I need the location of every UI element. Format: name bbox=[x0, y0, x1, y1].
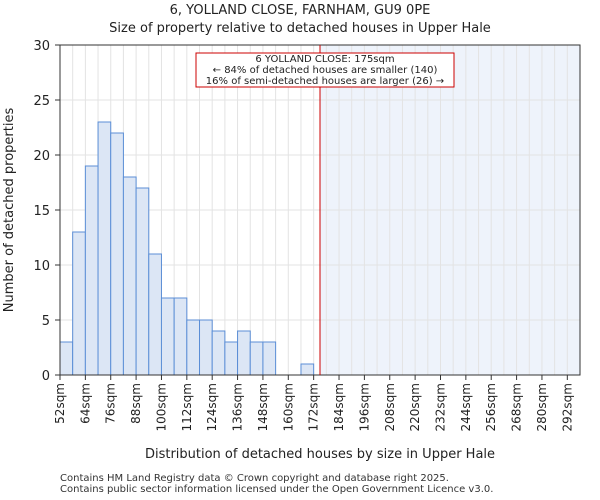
histogram-bar bbox=[199, 319, 213, 376]
x-tick-label: 220sqm bbox=[408, 383, 422, 431]
x-tick-label: 112sqm bbox=[180, 383, 194, 431]
y-tick-label: 5 bbox=[42, 314, 50, 329]
x-tick-label: 232sqm bbox=[433, 383, 447, 431]
footer-copyright: Contains HM Land Registry data © Crown c… bbox=[60, 473, 449, 484]
x-tick-label: 268sqm bbox=[510, 383, 524, 431]
x-axis-label: Distribution of detached houses by size … bbox=[145, 447, 495, 462]
histogram-bar bbox=[249, 341, 264, 376]
histogram-bar bbox=[122, 176, 137, 376]
x-tick-label: 52sqm bbox=[53, 383, 67, 424]
histogram-bar bbox=[262, 341, 277, 376]
x-tick-label: 244sqm bbox=[459, 383, 473, 431]
y-axis-label: Number of detached properties bbox=[2, 108, 17, 313]
y-tick-label: 20 bbox=[33, 149, 50, 164]
x-tick-label: 148sqm bbox=[256, 383, 270, 431]
x-tick-label: 208sqm bbox=[383, 383, 397, 431]
x-tick-label: 256sqm bbox=[484, 383, 498, 431]
histogram-bar bbox=[59, 341, 74, 376]
histogram-bar bbox=[224, 341, 239, 376]
histogram-bar bbox=[110, 132, 124, 376]
y-tick-label: 25 bbox=[33, 94, 50, 109]
histogram-bar bbox=[148, 253, 162, 376]
x-tick-label: 160sqm bbox=[281, 383, 295, 431]
footer-licence: Contains public sector information licen… bbox=[60, 484, 494, 495]
chart-title: 6, YOLLAND CLOSE, FARNHAM, GU9 0PE bbox=[169, 3, 431, 18]
x-tick-label: 184sqm bbox=[332, 383, 346, 431]
histogram-bar bbox=[300, 363, 315, 376]
histogram-bar bbox=[72, 231, 86, 376]
histogram-bar bbox=[135, 187, 150, 376]
histogram-bar bbox=[186, 319, 201, 376]
y-tick-label: 10 bbox=[33, 259, 50, 274]
x-tick-label: 76sqm bbox=[104, 383, 118, 424]
x-tick-label: 280sqm bbox=[535, 383, 549, 431]
x-tick-label: 292sqm bbox=[560, 383, 574, 431]
annotation-line-1: 6 YOLLAND CLOSE: 175sqm bbox=[255, 54, 394, 65]
chart-subtitle: Size of property relative to detached ho… bbox=[109, 21, 491, 36]
annotation-line-2: ← 84% of detached houses are smaller (14… bbox=[213, 65, 438, 76]
x-tick-label: 88sqm bbox=[129, 383, 143, 424]
annotation-line-3: 16% of semi-detached houses are larger (… bbox=[206, 76, 444, 87]
annotation-box bbox=[195, 52, 455, 88]
histogram-bar bbox=[211, 330, 226, 376]
y-tick-label: 15 bbox=[33, 204, 50, 219]
histogram-bar bbox=[173, 297, 188, 376]
histogram-bar bbox=[97, 121, 112, 376]
y-tick-label: 0 bbox=[42, 369, 50, 384]
y-tick-label: 30 bbox=[33, 39, 50, 54]
x-tick-label: 64sqm bbox=[78, 383, 92, 424]
x-tick-label: 136sqm bbox=[231, 383, 245, 431]
x-tick-label: 100sqm bbox=[154, 383, 168, 431]
histogram-bar bbox=[160, 297, 175, 376]
x-tick-label: 124sqm bbox=[205, 383, 219, 431]
x-tick-label: 172sqm bbox=[307, 383, 321, 431]
x-tick-label: 196sqm bbox=[357, 383, 371, 431]
histogram-bar bbox=[84, 165, 99, 376]
histogram-bar bbox=[237, 330, 251, 376]
